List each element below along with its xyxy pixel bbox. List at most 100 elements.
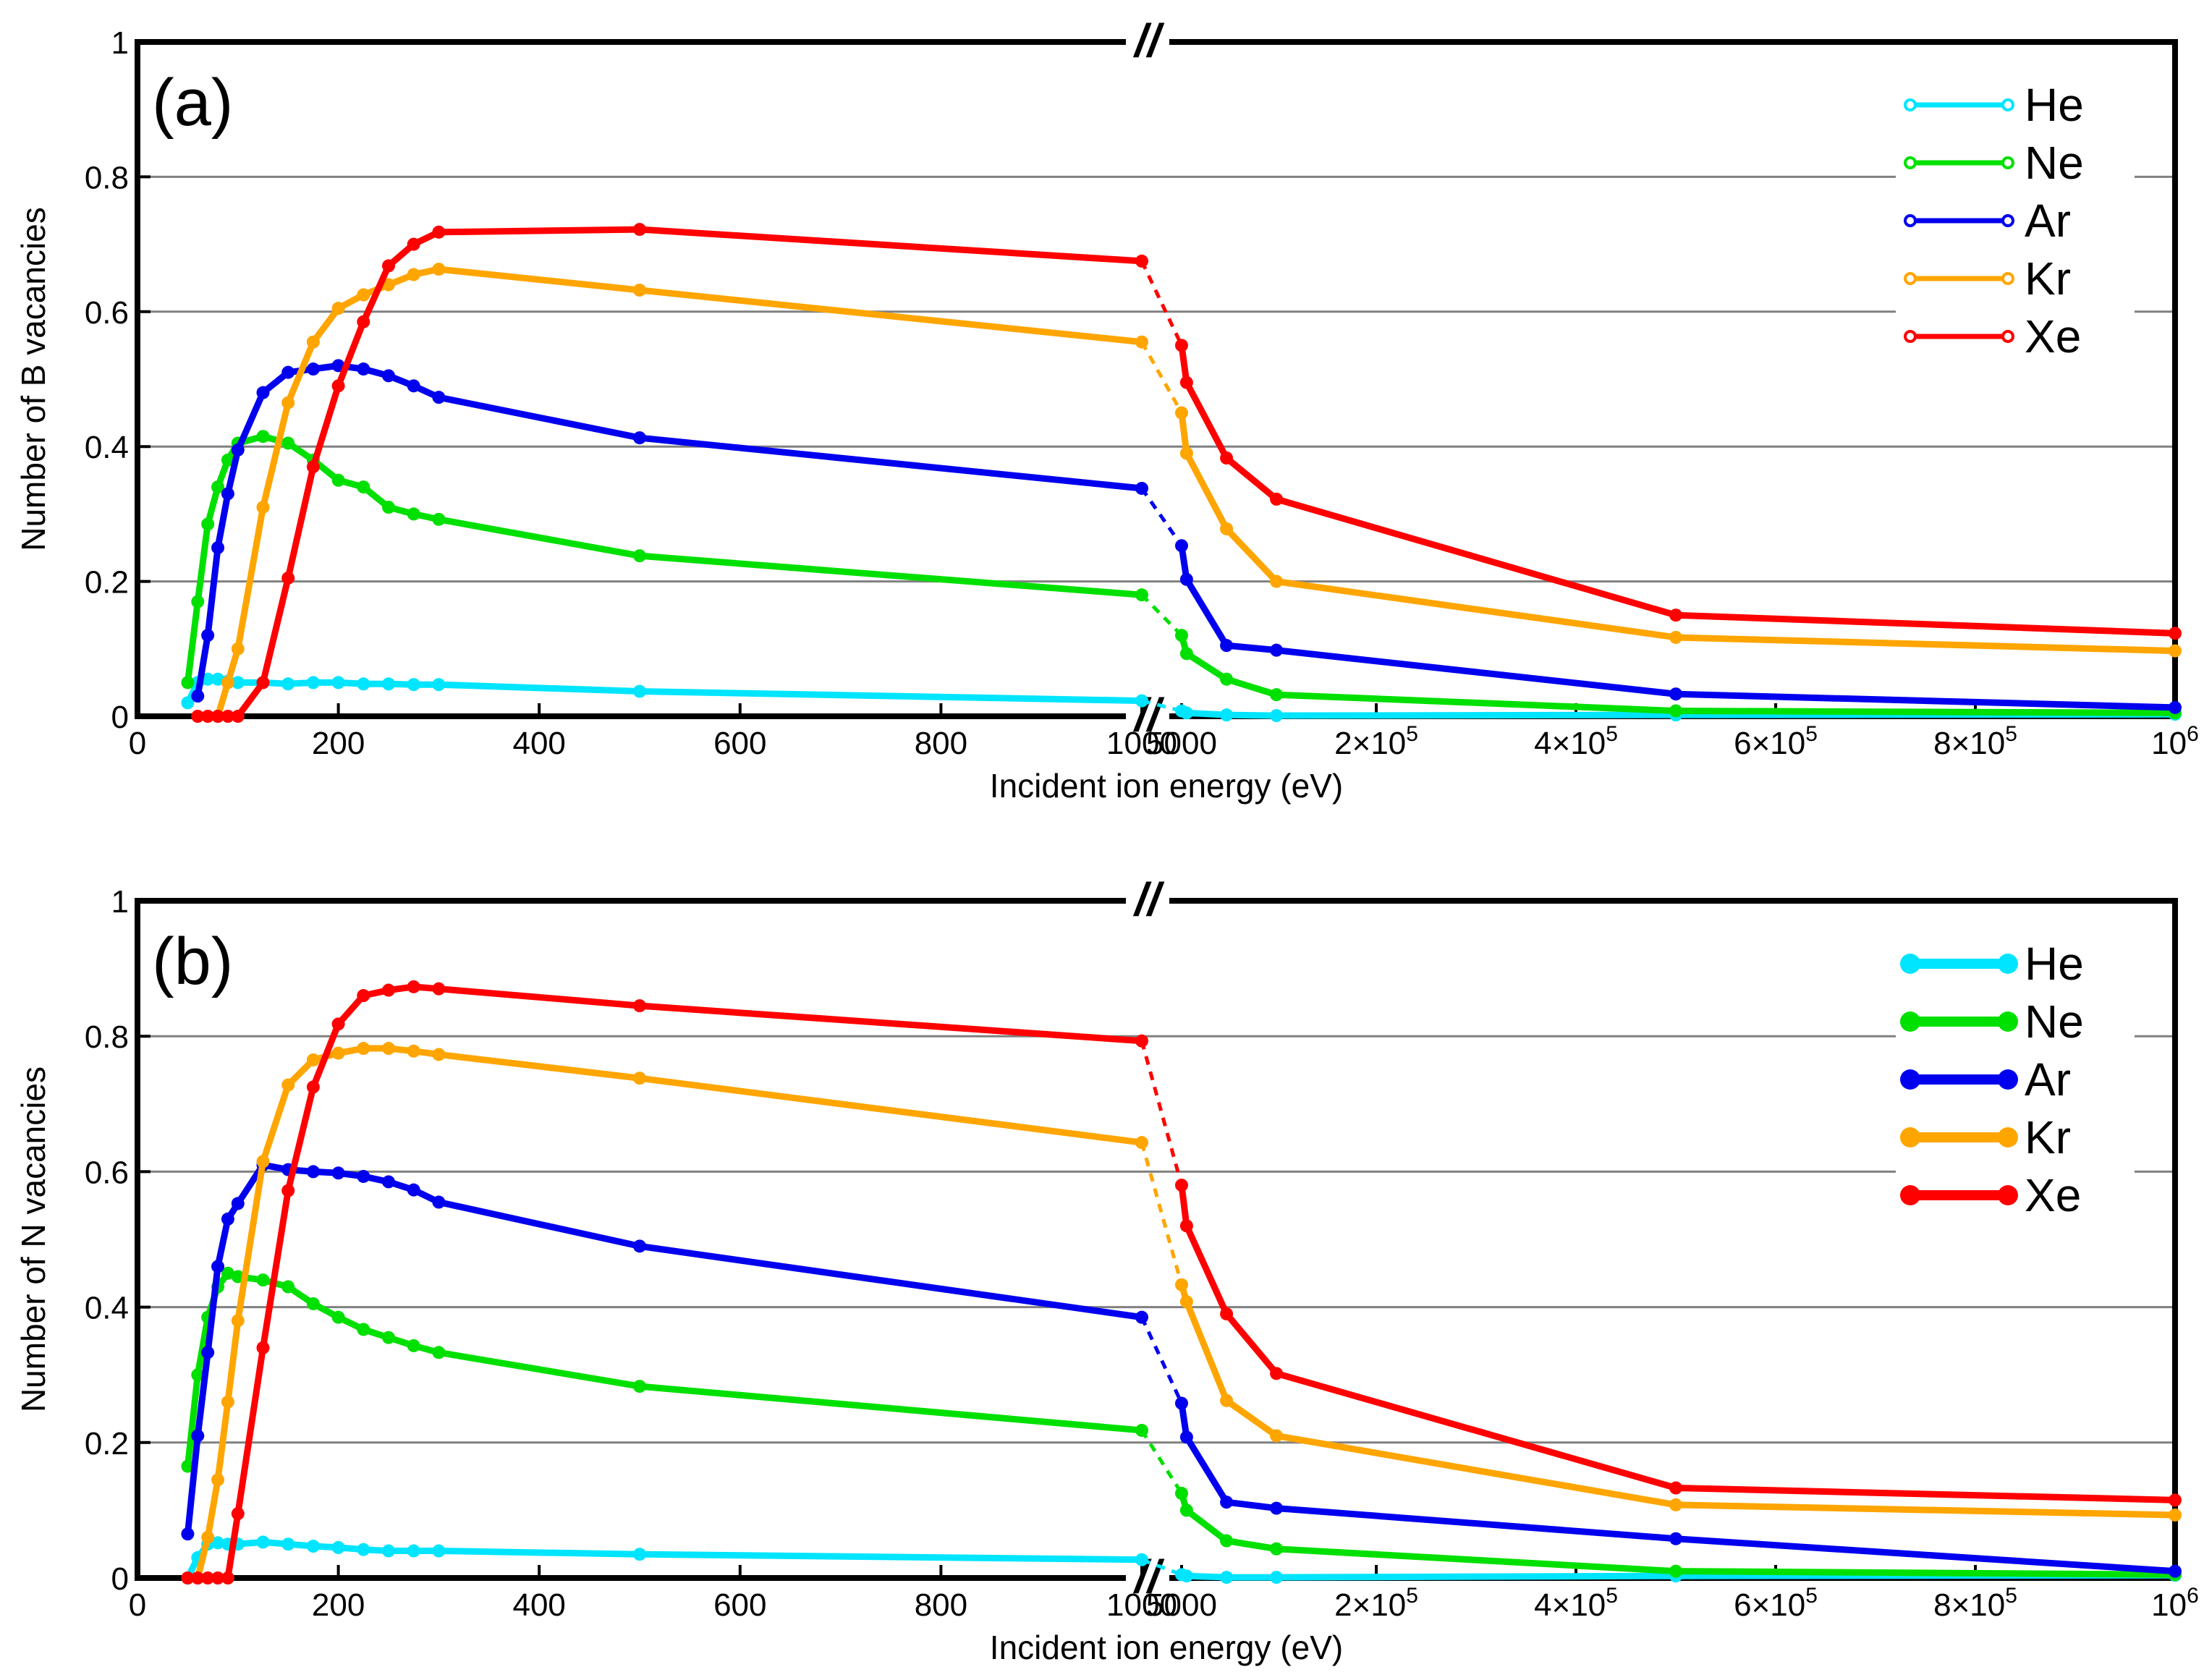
data-point [331,1017,345,1031]
series-line [208,266,1143,720]
data-point [407,678,420,692]
data-point [201,1346,215,1359]
data-point [633,223,646,237]
legend-label: Ne [2025,996,2084,1048]
y-tick-label: 0.8 [85,160,129,195]
data-point [181,676,195,690]
data-point [181,1571,195,1584]
data-point [181,1527,195,1541]
data-point [1135,694,1148,708]
data-point [281,436,295,450]
x-tick-label: 600 [713,1587,766,1623]
data-point [2169,1508,2182,1522]
data-point [357,315,370,328]
data-point [633,283,646,297]
data-point [1669,1481,1683,1495]
data-point [1179,1503,1193,1517]
data-point [221,676,234,690]
data-point [1135,1310,1148,1324]
y-tick-label: 0.6 [85,295,129,331]
data-point [357,989,370,1003]
legend-marker [1998,1069,2018,1090]
data-point [256,501,270,514]
data-point [407,1339,420,1352]
data-point [432,263,446,276]
series-ar [191,359,2182,714]
data-point [382,278,395,292]
data-point [1669,630,1683,644]
data-point [432,1195,446,1209]
data-point [306,676,320,690]
plot-frame [135,898,2178,1581]
data-point [382,259,395,273]
legend-marker [1900,1069,1920,1090]
legend-marker [1998,1127,2018,1147]
legend-box [1896,78,2135,382]
data-point [1220,1393,1234,1407]
axis-break-gap [1126,1566,1169,1590]
data-point [633,1380,646,1393]
data-point [256,1535,270,1549]
data-point [211,1571,225,1584]
data-point [221,1266,234,1280]
data-point [256,676,270,690]
data-point [1270,1542,1284,1556]
data-point [407,268,420,281]
data-point [1179,1569,1193,1583]
y-tick-label: 0 [111,1561,129,1597]
data-point [211,480,225,494]
data-point [191,690,205,703]
data-point [1220,451,1234,465]
data-point [211,1536,225,1550]
data-point [1270,1429,1284,1443]
data-point [331,473,345,487]
data-point [331,1540,345,1554]
data-point [191,1429,205,1443]
legend-label: He [2025,79,2084,131]
data-point [331,302,345,315]
data-point [1135,1553,1148,1566]
data-point [382,677,395,691]
data-point [633,1548,646,1561]
data-point [306,362,320,376]
data-point [221,487,234,501]
legend-marker [2001,330,2014,343]
legend-marker [1998,954,2018,974]
data-point [407,237,420,251]
data-point [331,379,345,393]
legend-marker [1900,1127,1920,1147]
data-point [432,225,446,239]
data-point [633,1239,646,1253]
data-point [432,512,446,526]
x-tick-label: 800 [915,1587,967,1623]
data-point [382,369,395,383]
legend-marker [1904,330,1917,343]
y-axis-title: Number of B vacancies [14,207,52,551]
data-point [1175,1278,1188,1291]
data-point [432,982,446,996]
legend-marker [1900,1185,1920,1205]
data-point [357,480,370,494]
data-point [1179,647,1193,661]
series-line [185,676,1143,705]
series-line [184,1270,1143,1467]
data-point [1669,704,1683,718]
legend-marker [1998,1011,2018,1032]
data-point [1270,1571,1284,1584]
data-point [1135,588,1148,602]
x-tick-label: 400 [512,1587,565,1623]
series-connector [1140,341,1184,414]
data-point [2169,1493,2182,1507]
x-tick-label: 106 [2151,722,2199,761]
data-point [306,1165,320,1179]
data-point [201,629,215,642]
legend-marker [1900,1011,1920,1032]
legend-marker [1904,156,1917,169]
data-point [221,1571,234,1584]
data-point [407,1183,420,1197]
data-point [357,1169,370,1183]
x-tick-label: 5000 [1146,1587,1217,1623]
data-point [1220,1534,1234,1548]
data-point [432,1346,446,1359]
series-line [184,1161,1143,1535]
